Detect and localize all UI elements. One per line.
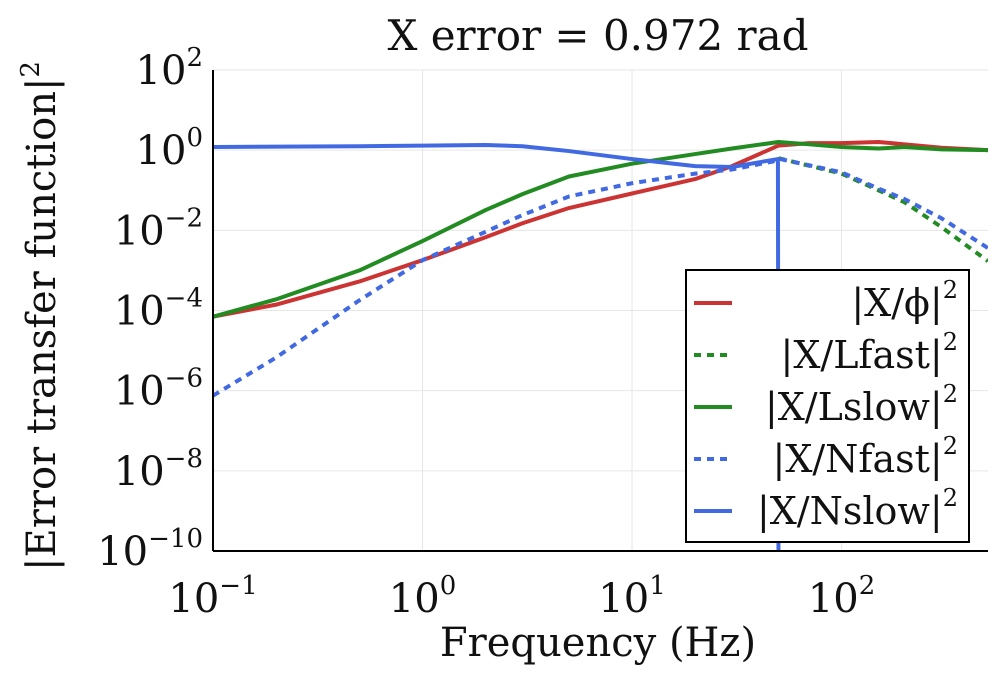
x-tick-exponent: −1 [219, 571, 257, 601]
y-tick-exponent: 2 [186, 43, 203, 73]
y-tick-exponent: −4 [165, 284, 203, 314]
x-tick-base: 10 [598, 576, 649, 622]
legend-label-text: |X/Lfast| [781, 333, 943, 377]
y-tick-exponent: −8 [165, 444, 203, 474]
y-tick-base: 10 [114, 208, 165, 254]
legend-label-4: |X/Nslow|2 [757, 484, 958, 533]
y-tick-exponent: −10 [148, 524, 203, 554]
legend-label-exponent: 2 [943, 328, 958, 356]
legend-label-exponent: 2 [943, 432, 958, 460]
y-tick-exponent: −6 [165, 364, 203, 394]
legend-label-text: |X/Nfast| [773, 437, 943, 481]
x-tick-exponent: 2 [859, 571, 876, 601]
y-axis-label-exponent: 2 [16, 61, 46, 78]
y-tick-base: 10 [97, 529, 148, 575]
legend-label-exponent: 2 [943, 380, 958, 408]
legend-label-3: |X/Nfast|2 [773, 432, 958, 481]
x-tick-label: 101 [598, 571, 665, 622]
series-line-4 [213, 142, 781, 551]
x-tick-base: 10 [389, 576, 440, 622]
legend-label-text: |X/Lslow| [765, 385, 943, 429]
chart-title: X error = 0.972 rad [387, 11, 808, 60]
series-line-3 [213, 157, 988, 398]
y-tick-exponent: 0 [186, 123, 203, 153]
x-tick-exponent: 0 [440, 571, 457, 601]
y-tick-label: 10−6 [114, 364, 203, 415]
y-tick-label: 10−2 [114, 203, 203, 254]
x-tick-base: 10 [808, 576, 859, 622]
y-tick-label: 10−8 [114, 444, 203, 495]
legend-label-exponent: 2 [943, 276, 958, 304]
y-tick-label: 102 [136, 43, 203, 94]
legend-box [685, 269, 970, 543]
x-tick-label: 100 [389, 571, 456, 622]
y-tick-label: 10−10 [97, 524, 203, 575]
y-tick-base: 10 [114, 289, 165, 335]
y-tick-exponent: −2 [165, 203, 203, 233]
x-axis-label: Frequency (Hz) [440, 620, 756, 666]
y-tick-base: 10 [114, 449, 165, 495]
series-line-2 [213, 139, 988, 319]
y-tick-label: 100 [136, 123, 203, 174]
series-line-0 [213, 139, 988, 319]
legend-label-1: |X/Lfast|2 [781, 328, 958, 377]
x-tick-label: 102 [808, 571, 875, 622]
legend-label-text: |X/Nslow| [757, 489, 943, 533]
x-tick-exponent: 1 [649, 571, 666, 601]
legend-label-0: |X/ϕ|2 [851, 276, 958, 325]
y-axis-label: |Error transfer function|2 [16, 61, 65, 571]
y-tick-base: 10 [114, 369, 165, 415]
legend-label-2: |X/Lslow|2 [765, 380, 958, 429]
series-group [213, 139, 988, 551]
x-tick-label: 10−1 [168, 571, 257, 622]
series-line-1 [778, 156, 988, 263]
legend: |X/ϕ|2|X/Lfast|2|X/Lslow|2|X/Nfast|2|X/N… [685, 269, 970, 543]
x-tick-base: 10 [168, 576, 219, 622]
x-tick-labels: 10−1 100 101 102 [168, 571, 875, 622]
y-axis-label-text: |Error transfer function| [19, 78, 65, 571]
y-tick-base: 10 [136, 128, 187, 174]
legend-label-exponent: 2 [943, 484, 958, 512]
legend-label-text: |X/ϕ| [851, 281, 942, 325]
y-tick-label: 10−4 [114, 284, 203, 335]
y-tick-base: 10 [136, 48, 187, 94]
